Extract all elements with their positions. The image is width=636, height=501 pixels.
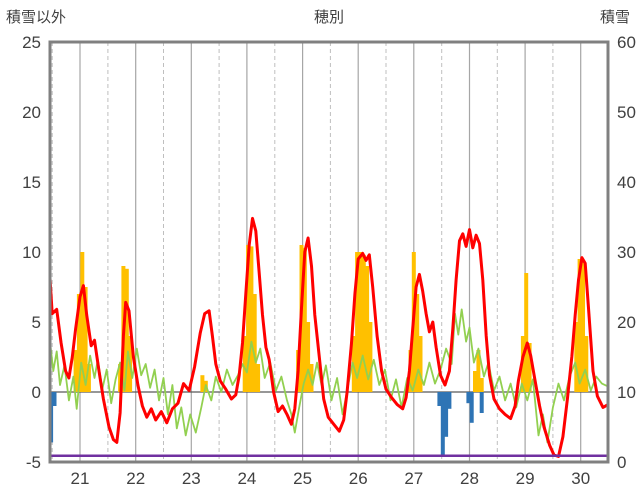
x-axis-tick: 21 xyxy=(71,469,90,488)
left-axis-tick: 20 xyxy=(22,103,41,122)
orange-bars-bar xyxy=(83,287,88,392)
orange-bars-bar xyxy=(76,294,81,392)
orange-bars-bar xyxy=(524,273,529,392)
orange-bars-bar xyxy=(124,268,129,392)
orange-bars-bar xyxy=(80,252,85,392)
orange-bars-bar xyxy=(256,364,261,392)
blue-bars-bar xyxy=(437,392,442,406)
right-axis-tick: 30 xyxy=(617,243,636,262)
right-axis-tick: 60 xyxy=(617,33,636,52)
blue-bars-bar xyxy=(440,392,445,457)
orange-bars-bar xyxy=(302,247,307,392)
orange-bars-bar xyxy=(358,252,363,392)
right-axis-tick: 0 xyxy=(617,453,626,472)
orange-bars-bar xyxy=(476,350,481,392)
orange-bars-bar xyxy=(200,375,205,392)
orange-bars-bar xyxy=(252,294,257,392)
orange-bars-series xyxy=(73,245,589,392)
orange-bars-bar xyxy=(368,322,373,392)
left-axis-tick: 0 xyxy=(32,383,41,402)
orange-bars-bar xyxy=(473,371,477,392)
orange-bars-bar xyxy=(479,378,484,392)
orange-bars-bar xyxy=(584,336,589,392)
orange-bars-bar xyxy=(418,336,423,392)
orange-bars-bar xyxy=(581,260,585,392)
blue-bars-bar xyxy=(469,392,474,423)
orange-bars-bar xyxy=(577,259,582,392)
red-line-series xyxy=(48,216,610,458)
blue-bars-bar xyxy=(444,392,449,437)
right-axis-tick: 40 xyxy=(617,173,636,192)
orange-bars-bar xyxy=(73,350,78,392)
left-axis-tick: 15 xyxy=(22,173,41,192)
orange-bars-bar xyxy=(86,364,91,392)
blue-bars-bar xyxy=(447,392,452,409)
orange-bars-bar xyxy=(242,336,247,392)
x-axis-tick: 30 xyxy=(571,469,590,488)
x-axis-tick: 28 xyxy=(460,469,479,488)
blue-bars-bar xyxy=(52,392,57,406)
gridlines xyxy=(50,42,608,462)
left-axis-tick: -5 xyxy=(26,453,41,472)
left-axis-title: 積雪以外 xyxy=(6,9,67,26)
right-axis-tick: 20 xyxy=(617,313,636,332)
left-axis-tick: 10 xyxy=(22,243,41,262)
x-axis-tick: 23 xyxy=(182,469,201,488)
x-axis-tick: 25 xyxy=(293,469,312,488)
plot-frame xyxy=(48,40,610,464)
x-axis-tick: 27 xyxy=(404,469,423,488)
x-axis-tick: 22 xyxy=(126,469,145,488)
green-line-path xyxy=(49,308,609,444)
red-line-path xyxy=(48,216,610,458)
x-axis-tick: 26 xyxy=(349,469,368,488)
orange-bars-bar xyxy=(246,245,251,392)
green-line-series xyxy=(49,308,609,444)
orange-bars-bar xyxy=(355,252,360,392)
orange-bars-bar xyxy=(415,294,420,392)
blue-bars-bar xyxy=(479,392,484,413)
right-axis-title: 積雪 xyxy=(599,9,630,26)
blue-bars-series xyxy=(49,392,484,457)
blue-bars-bar xyxy=(466,392,471,404)
right-axis-tick: 10 xyxy=(617,383,636,402)
orange-bars-bar xyxy=(306,322,311,392)
left-axis-tick: 25 xyxy=(22,33,41,52)
chart-title: 穂別 xyxy=(313,9,345,26)
left-axis-tick: 5 xyxy=(32,313,41,332)
right-axis-tick: 50 xyxy=(617,103,636,122)
orange-bars-bar xyxy=(574,322,579,392)
x-axis-tick: 24 xyxy=(237,469,256,488)
orange-bars-bar xyxy=(361,254,366,392)
orange-bars-bar xyxy=(309,364,314,392)
orange-bars-bar xyxy=(527,343,532,392)
orange-bars-bar xyxy=(249,246,254,392)
x-axis-tick: 29 xyxy=(516,469,535,488)
orange-bars-bar xyxy=(365,266,370,392)
